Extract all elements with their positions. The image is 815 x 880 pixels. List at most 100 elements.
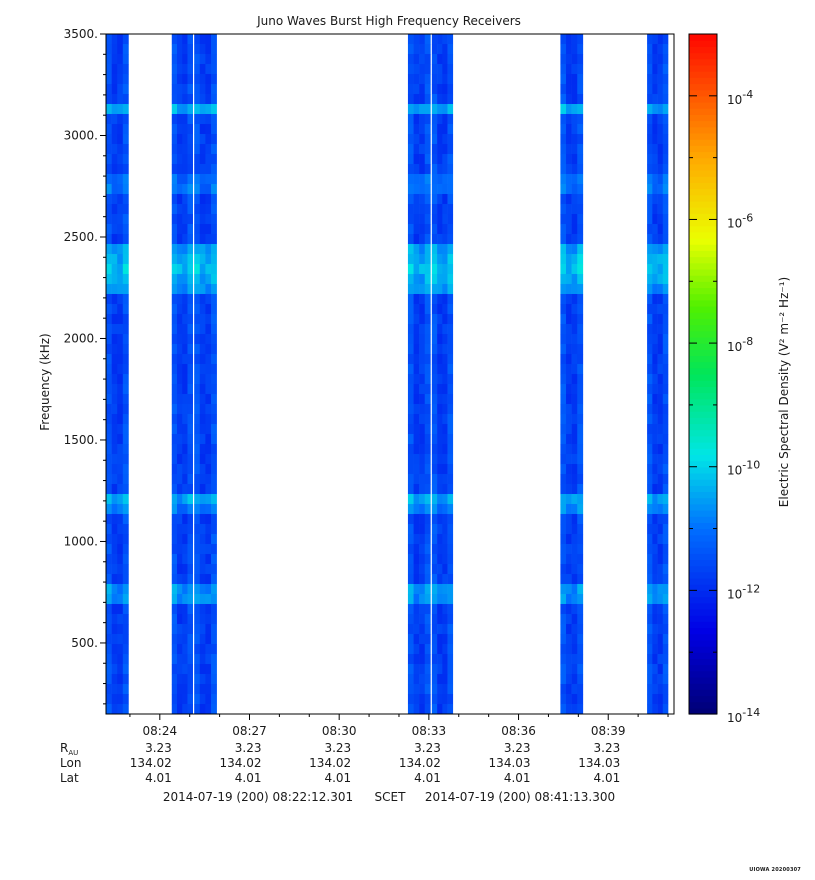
spectrogram-cell — [182, 104, 188, 115]
spectrogram-cell — [560, 694, 567, 705]
spectrogram-cell — [442, 404, 448, 415]
spectrogram-cell — [122, 74, 129, 85]
spectrogram-cell — [571, 484, 578, 495]
spectrogram-cell — [122, 384, 129, 395]
spectrogram-cell — [652, 284, 658, 295]
spectrogram-cell — [122, 224, 129, 235]
spectrogram-cell — [447, 44, 454, 55]
spectrogram-cell — [177, 534, 183, 545]
spectrogram-cell — [182, 294, 188, 305]
spectrogram-cell — [577, 214, 584, 225]
spectrogram-cell — [171, 314, 178, 325]
spectrogram-cell — [111, 554, 118, 565]
spectrogram-cell — [177, 594, 183, 605]
spectrogram-cell — [571, 394, 578, 405]
spectrogram-cell — [111, 354, 118, 365]
spectrogram-cell — [187, 704, 193, 715]
burst-column — [647, 34, 669, 715]
colorbar-segment — [689, 689, 717, 697]
spectrogram-cell — [419, 114, 426, 125]
spectrogram-cell — [424, 684, 431, 695]
spectrogram-cell — [122, 584, 129, 595]
spectrogram-cell — [419, 494, 426, 505]
spectrogram-cell — [571, 634, 578, 645]
spectrogram-cell — [187, 244, 193, 255]
colorbar-segment — [689, 374, 717, 381]
spectrogram-cell — [571, 434, 578, 445]
spectrogram-cell — [560, 654, 567, 665]
spectrogram-cell — [566, 604, 572, 615]
colorbar-segment — [689, 404, 717, 412]
spectrogram-cell — [447, 194, 454, 205]
spectrogram-cell — [117, 674, 124, 685]
spectrogram-cell — [437, 214, 443, 225]
spectrogram-cell — [182, 604, 188, 615]
spectrogram-cell — [662, 404, 669, 415]
colorbar-segment — [689, 250, 717, 258]
spectrogram-cell — [662, 214, 669, 225]
spectrogram-cell — [413, 174, 420, 185]
spectrogram-cell — [111, 524, 118, 535]
colorbar-segment — [689, 281, 717, 289]
spectrogram-cell — [566, 264, 572, 275]
spectrogram-cell — [171, 674, 178, 685]
chart-title: Juno Waves Burst High Frequency Receiver… — [256, 14, 521, 28]
spectrogram-cell — [117, 454, 124, 465]
spectrogram-cell — [407, 384, 414, 395]
spectrogram-cell — [571, 164, 578, 175]
spectrogram-cell — [447, 54, 454, 65]
ephem-value-r: 3.23 — [414, 741, 441, 755]
spectrogram-cell — [419, 554, 426, 565]
spectrogram-cell — [431, 624, 438, 635]
spectrogram-cell — [571, 74, 578, 85]
spectrogram-cell — [419, 454, 426, 465]
spectrogram-cell — [205, 594, 212, 605]
spectrogram-cell — [194, 404, 201, 415]
spectrogram-cell — [437, 674, 443, 685]
spectrogram-cell — [437, 94, 443, 105]
spectrogram-cell — [657, 704, 664, 715]
spectrogram-cell — [106, 444, 112, 455]
spectrogram-cell — [194, 474, 201, 485]
spectrogram-cell — [171, 664, 178, 675]
colorbar-segment — [689, 219, 717, 227]
spectrogram-cell — [106, 334, 112, 345]
spectrogram-cell — [171, 254, 178, 265]
spectrogram-cell — [437, 74, 443, 85]
spectrogram-cell — [122, 674, 129, 685]
spectrogram-cell — [424, 394, 431, 405]
spectrogram-cell — [413, 274, 420, 285]
spectrogram-cell — [106, 404, 112, 415]
spectrogram-cell — [447, 354, 454, 365]
spectrogram-cell — [431, 454, 438, 465]
spectrogram-cell — [577, 454, 584, 465]
spectrogram-cell — [647, 574, 653, 585]
spectrogram-cell — [211, 74, 217, 85]
spectrogram-cell — [447, 234, 454, 245]
spectrogram-cell — [187, 94, 193, 105]
spectrogram-cell — [199, 94, 206, 105]
spectrogram-cell — [571, 384, 578, 395]
spectrogram-cell — [199, 244, 206, 255]
spectrogram-cell — [447, 564, 454, 575]
spectrogram-cell — [566, 414, 572, 425]
spectrogram-cell — [106, 544, 112, 555]
spectrogram-cell — [177, 564, 183, 575]
spectrogram-cell — [560, 54, 567, 65]
spectrogram-cell — [177, 684, 183, 695]
spectrogram-cell — [447, 694, 454, 705]
ephem-value-r: 3.23 — [594, 741, 621, 755]
spectrogram-cell — [205, 44, 212, 55]
spectrogram-cell — [187, 524, 193, 535]
spectrogram-cell — [111, 434, 118, 445]
spectrogram-cell — [647, 234, 653, 245]
spectrogram-cell — [122, 104, 129, 115]
spectrogram-cell — [662, 134, 669, 145]
spectrogram-cell — [211, 654, 217, 665]
spectrogram-cell — [652, 694, 658, 705]
spectrogram-cell — [199, 694, 206, 705]
spectrogram-cell — [111, 84, 118, 95]
spectrogram-cell — [171, 384, 178, 395]
spectrogram-cell — [647, 254, 653, 265]
spectrogram-cell — [199, 494, 206, 505]
